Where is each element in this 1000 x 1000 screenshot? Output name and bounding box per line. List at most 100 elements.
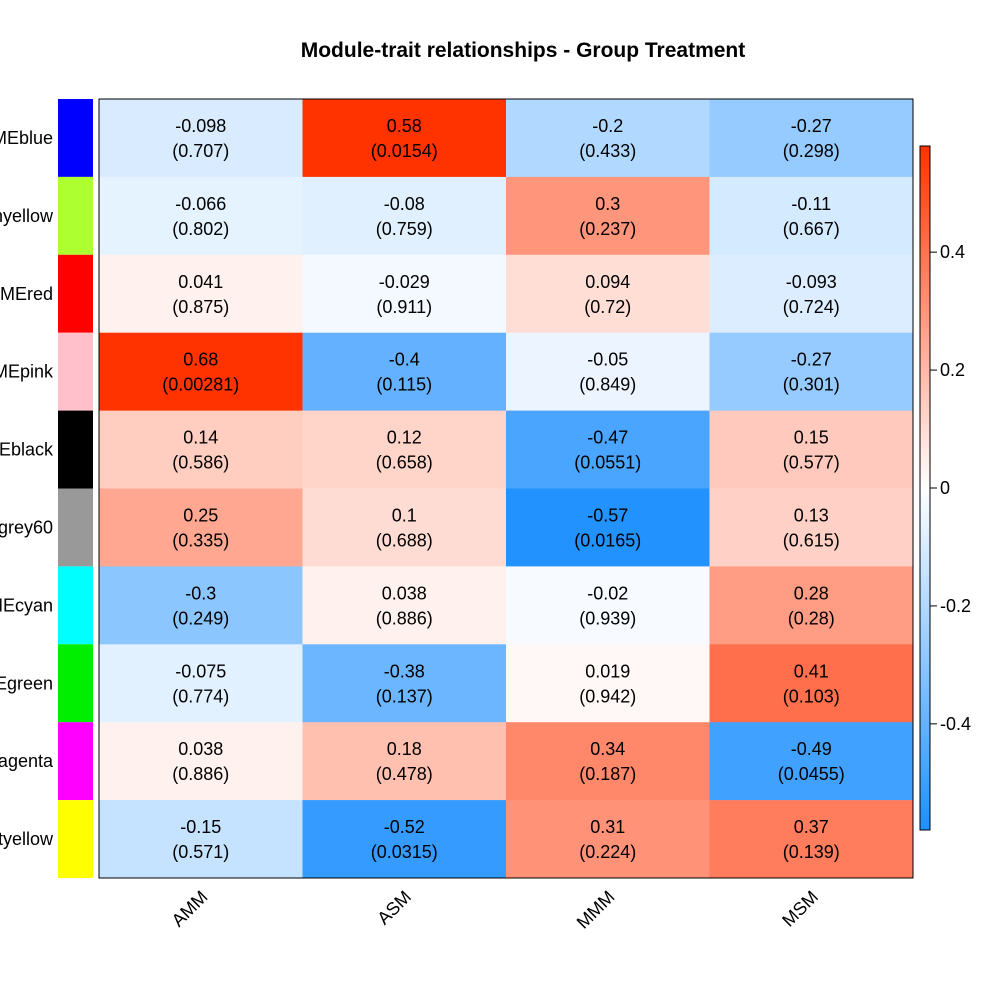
- cell-pvalue: (0.00281): [162, 375, 239, 395]
- heatmap-cell: [709, 332, 914, 412]
- heatmap-cell: [506, 488, 710, 567]
- cell-pvalue: (0.72): [584, 297, 631, 317]
- cell-pvalue: (0.137): [376, 686, 433, 706]
- cell-pvalue: (0.586): [172, 453, 229, 473]
- row-label: MEgreen: [0, 673, 53, 693]
- heatmap-cell: [302, 644, 507, 723]
- cell-correlation: 0.37: [794, 817, 829, 837]
- heatmap-cell: [99, 566, 303, 645]
- cell-pvalue: (0.224): [579, 842, 636, 862]
- row-label: MEpink: [0, 362, 54, 382]
- cell-correlation: -0.38: [384, 661, 425, 681]
- color-legend: 0.4 0.2 0 -0.2 -0.4: [919, 145, 971, 831]
- cell-correlation: 0.18: [387, 739, 422, 759]
- cell-pvalue: (0.335): [172, 530, 229, 550]
- row-label: MElightyellow: [0, 829, 54, 849]
- module-swatch: [58, 488, 93, 567]
- cell-correlation: -0.27: [791, 350, 832, 370]
- cell-correlation: -0.52: [384, 817, 425, 837]
- heatmap-cell: [99, 254, 303, 334]
- heatmap-cell: [709, 99, 914, 178]
- cell-pvalue: (0.759): [376, 219, 433, 239]
- module-swatch: [58, 722, 93, 801]
- row-label: MEcyan: [0, 595, 53, 615]
- cell-correlation: -0.05: [587, 350, 628, 370]
- cell-correlation: -0.098: [175, 116, 226, 136]
- cell-pvalue: (0.115): [376, 375, 432, 395]
- cell-correlation: -0.02: [587, 583, 628, 603]
- module-swatch: [58, 332, 93, 411]
- cell-pvalue: (0.688): [376, 530, 433, 550]
- heatmap-cell: [302, 722, 507, 801]
- cell-pvalue: (0.724): [783, 297, 840, 317]
- cell-pvalue: (0.615): [783, 530, 840, 550]
- heatmap-cell: [506, 644, 710, 723]
- heatmap-cell: [709, 176, 914, 256]
- legend-tick-label: 0.4: [940, 242, 965, 262]
- cell-pvalue: (0.433): [579, 141, 636, 161]
- cell-correlation: 0.12: [387, 428, 422, 448]
- cell-pvalue: (0.478): [376, 764, 433, 784]
- cell-pvalue: (0.577): [783, 453, 840, 473]
- cell-correlation: -0.075: [175, 661, 226, 681]
- heatmap-cell: [302, 488, 507, 567]
- cell-correlation: 0.13: [794, 505, 829, 525]
- heatmap-cell: [709, 254, 914, 334]
- cell-correlation: 0.038: [178, 739, 223, 759]
- cell-pvalue: (0.942): [579, 686, 636, 706]
- row-label: MEblue: [0, 128, 53, 148]
- cell-pvalue: (0.0551): [574, 453, 641, 473]
- module-swatch: [58, 800, 93, 878]
- heatmap-cell: [99, 99, 303, 178]
- cell-correlation: -0.4: [389, 350, 420, 370]
- row-labels: MEblue MEgreenyellow MEred MEpink MEblack MEg…: [0, 128, 54, 849]
- heatmap-cell: [99, 176, 303, 256]
- cell-pvalue: (0.249): [172, 608, 229, 628]
- cell-correlation: -0.029: [379, 272, 430, 292]
- cell-correlation: 0.34: [590, 739, 625, 759]
- module-swatch: [58, 644, 93, 723]
- cell-pvalue: (0.298): [783, 141, 840, 161]
- cell-correlation: 0.68: [183, 350, 218, 370]
- legend-tick-label: 0.2: [940, 360, 965, 380]
- heatmap-cell: [709, 566, 914, 645]
- cell-correlation: 0.41: [794, 661, 829, 681]
- cell-correlation: 0.58: [387, 116, 422, 136]
- cell-pvalue: (0.187): [579, 764, 636, 784]
- heatmap-cell: [302, 176, 507, 256]
- heatmap-cells: -0.098 (0.707) 0.58 (0.0154) -0.2 (0.433) -0.2…: [99, 99, 914, 879]
- cell-correlation: -0.15: [180, 817, 221, 837]
- heatmap-cell: [709, 410, 914, 489]
- cell-pvalue: (0.886): [376, 608, 433, 628]
- cell-correlation: 0.038: [382, 583, 427, 603]
- cell-pvalue: (0.707): [172, 141, 229, 161]
- column-labels: AMM ASM MMM MSM: [168, 887, 822, 933]
- cell-correlation: 0.14: [183, 428, 218, 448]
- heatmap-cell: [302, 254, 507, 334]
- column-label: ASM: [373, 887, 415, 929]
- heatmap-cell: [99, 410, 303, 489]
- heatmap-border: [98, 98, 914, 879]
- module-color-swatches: [58, 99, 93, 878]
- heatmap-cell: [302, 800, 507, 879]
- cell-correlation: -0.57: [587, 505, 628, 525]
- cell-pvalue: (0.0455): [778, 764, 845, 784]
- cell-pvalue: (0.911): [376, 297, 432, 317]
- cell-correlation: 0.041: [178, 272, 223, 292]
- chart-title: Module-trait relationships - Group Treat…: [301, 39, 746, 62]
- cell-pvalue: (0.237): [579, 219, 636, 239]
- heatmap-cell: [709, 488, 914, 567]
- cell-pvalue: (0.571): [172, 842, 229, 862]
- heatmap-cell: [99, 800, 303, 879]
- cell-correlation: 0.28: [794, 583, 829, 603]
- cell-pvalue: (0.301): [783, 375, 840, 395]
- cell-correlation: -0.093: [786, 272, 837, 292]
- heatmap-cell: [709, 722, 914, 801]
- cell-pvalue: (0.849): [579, 375, 636, 395]
- heatmap-cell: [99, 722, 303, 801]
- cell-correlation: -0.2: [592, 116, 623, 136]
- module-swatch: [58, 99, 93, 177]
- module-swatch: [58, 254, 93, 333]
- cell-pvalue: (0.802): [172, 219, 229, 239]
